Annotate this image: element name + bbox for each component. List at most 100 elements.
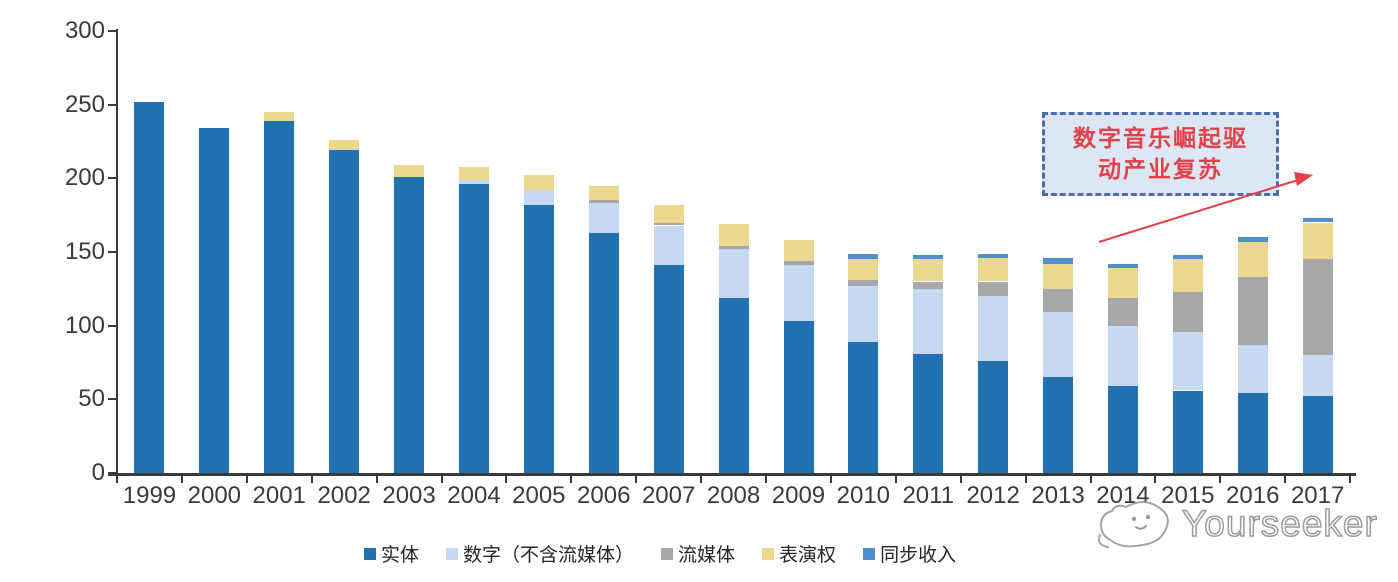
annotation-text-line1: 数字音乐崛起驱 [1073, 126, 1248, 151]
bar-2011-sync [913, 254, 944, 260]
bar-2004-digital [458, 179, 489, 185]
bar-2002-performance [329, 140, 360, 151]
x-tick-8 [635, 476, 638, 483]
legend-marker-performance [762, 547, 775, 560]
bar-2011-physical [913, 353, 944, 473]
y-tick-250 [108, 103, 117, 106]
bar-2015-performance [1172, 259, 1203, 292]
watermark-text: Yourseeker [1181, 502, 1378, 545]
y-axis-label-300: 300 [64, 17, 105, 44]
x-tick-12 [894, 476, 897, 483]
bar-2006-digital [588, 203, 619, 233]
x-axis-label-2007: 2007 [641, 482, 696, 509]
legend-marker-physical [364, 547, 376, 560]
bar-2007-streaming [653, 222, 684, 226]
x-axis-line [108, 473, 1356, 476]
y-tick-150 [108, 251, 117, 253]
bar-2007-performance [653, 204, 684, 223]
bar-2012-digital [978, 296, 1009, 361]
bar-2017-sync [1302, 218, 1333, 223]
x-tick-14 [1024, 476, 1027, 483]
x-tick-7 [570, 476, 573, 483]
bar-2008-digital [718, 249, 749, 298]
bar-2017-digital [1302, 355, 1333, 397]
bar-2009-performance [783, 240, 814, 261]
legend-item-digital: 数字（不含流媒体） [446, 540, 634, 567]
bar-2013-physical [1043, 377, 1074, 473]
x-axis-label-1999: 1999 [122, 482, 177, 509]
x-tick-10 [765, 476, 767, 483]
x-axis-label-2017: 2017 [1290, 482, 1345, 509]
bar-2006-streaming [588, 200, 619, 204]
y-tick-100 [108, 324, 117, 327]
x-tick-19 [1349, 476, 1352, 483]
legend-label-streaming: 流媒体 [678, 545, 736, 566]
bar-2006-performance [588, 185, 619, 201]
bar-2017-performance [1302, 222, 1333, 260]
legend-item-physical: 实体 [364, 540, 419, 567]
bar-2016-sync [1237, 237, 1268, 242]
bar-2010-streaming [848, 280, 879, 286]
x-axis-label-2011: 2011 [902, 482, 955, 509]
bar-2001-performance [264, 112, 295, 121]
x-axis-label-2005: 2005 [512, 482, 566, 509]
legend-label-performance: 表演权 [779, 545, 837, 566]
bar-2013-sync [1043, 257, 1074, 264]
bar-2014-sync [1108, 263, 1138, 269]
legend-label-sync: 同步收入 [880, 545, 957, 566]
bar-2016-physical [1237, 393, 1268, 473]
bar-2015-streaming [1172, 291, 1203, 332]
bar-2015-sync [1172, 254, 1203, 260]
bar-2007-digital [653, 225, 684, 266]
bar-2008-streaming [718, 246, 749, 249]
legend-label-physical: 实体 [381, 545, 420, 566]
bar-1999-physical [134, 101, 165, 473]
bar-2015-digital [1172, 331, 1203, 391]
y-axis-label-200: 200 [64, 164, 105, 192]
bar-2008-performance [718, 224, 749, 247]
bar-2009-digital [783, 265, 814, 322]
legend-marker-sync [863, 547, 876, 560]
bar-2001-physical [264, 120, 295, 473]
bar-2013-streaming [1043, 288, 1074, 313]
x-tick-17 [1219, 476, 1222, 483]
watermark: Yourseeker [1096, 495, 1386, 555]
annotation-text-line2: 动产业复苏 [1098, 157, 1223, 182]
x-axis-label-2012: 2012 [966, 482, 1020, 509]
bar-2016-performance [1237, 241, 1268, 278]
bar-2006-physical [588, 232, 619, 473]
bar-2011-digital [913, 288, 944, 354]
legend-item-performance: 表演权 [762, 540, 836, 567]
y-tick-0 [108, 472, 117, 474]
x-axis-label-2015: 2015 [1161, 482, 1215, 509]
bar-2013-digital [1043, 312, 1074, 378]
bar-2011-streaming [913, 281, 944, 289]
bar-2003-physical [394, 176, 425, 473]
bar-2004-performance [458, 166, 489, 180]
y-axis-line [116, 29, 118, 477]
x-axis-label-2003: 2003 [382, 482, 436, 509]
legend-label-digital: 数字（不含流媒体） [463, 545, 635, 566]
x-axis-label-2010: 2010 [836, 482, 891, 509]
bar-2015-physical [1172, 390, 1203, 473]
y-axis-label-250: 250 [64, 90, 105, 118]
bar-2009-streaming [783, 260, 814, 266]
legend-item-streaming: 流媒体 [661, 540, 735, 567]
bar-2013-performance [1043, 263, 1074, 289]
y-axis-label-100: 100 [64, 311, 105, 339]
bar-2004-physical [458, 184, 489, 473]
bar-2005-performance [523, 175, 554, 191]
x-axis-label-2000: 2000 [187, 482, 242, 509]
x-axis-label-2004: 2004 [447, 482, 501, 509]
bar-2000-physical [199, 128, 230, 473]
y-tick-300 [108, 30, 117, 32]
x-axis-label-2009: 2009 [771, 482, 826, 509]
legend-marker-streaming [661, 547, 674, 560]
x-tick-18 [1284, 476, 1287, 483]
bar-2014-physical [1108, 386, 1138, 473]
x-tick-2 [245, 476, 248, 483]
x-tick-13 [959, 476, 962, 483]
bar-2002-physical [329, 150, 360, 473]
bar-2003-performance [394, 165, 425, 177]
